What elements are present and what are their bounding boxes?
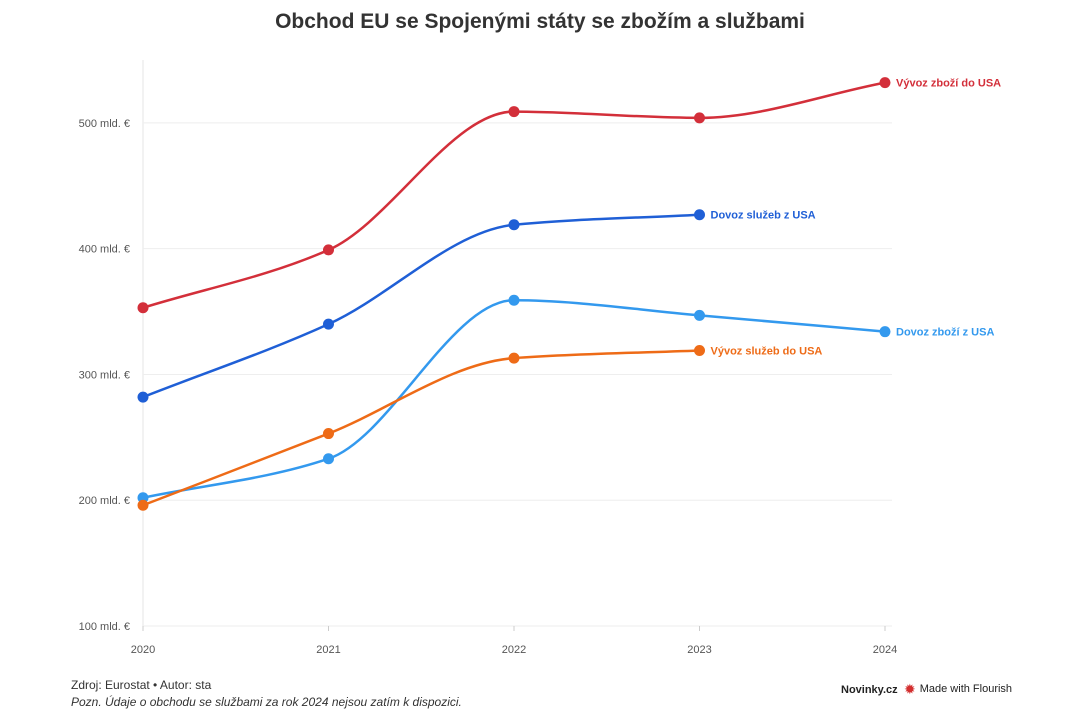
x-tick-label: 2022 [502, 644, 526, 656]
data-point[interactable] [508, 219, 520, 231]
brand-logo[interactable]: Novinky.cz [841, 684, 898, 696]
y-axis-ticks: 100 mld. € 200 mld. € 300 mld. € 400 mld. €… [79, 118, 130, 633]
series-labels: Vývoz zboží do USA Dovoz služeb z USA Dovo… [711, 78, 1002, 358]
x-tick-label: 2023 [687, 644, 711, 656]
y-tick-label: 300 mld. € [79, 369, 130, 381]
x-tick-label: 2021 [316, 644, 340, 656]
data-point[interactable] [137, 492, 149, 504]
data-point[interactable] [323, 318, 334, 330]
data-point[interactable] [879, 77, 891, 89]
series-lines [142, 81, 886, 507]
series-end-label: Dovoz zboží z USA [896, 327, 994, 339]
series-end-label: Dovoz služeb z USA [711, 210, 816, 222]
y-tick-label: 100 mld. € [79, 621, 130, 633]
x-tick-label: 2024 [873, 644, 897, 656]
made-with-flourish-link[interactable]: ✹ Made with Flourish [904, 681, 1013, 697]
data-point[interactable] [137, 302, 149, 314]
series-line [142, 298, 886, 499]
source-text: Zdroj: Eurostat • Autor: sta [71, 678, 212, 692]
y-tick-label: 200 mld. € [79, 495, 130, 507]
data-point[interactable] [508, 352, 520, 364]
note-text: Pozn. Údaje o obchodu se službami za rok… [71, 695, 462, 709]
y-tick-label: 500 mld. € [79, 118, 130, 130]
data-point[interactable] [137, 499, 149, 511]
data-point[interactable] [694, 309, 705, 321]
series-end-label: Vývoz zboží do USA [896, 78, 1001, 90]
data-point[interactable] [694, 345, 705, 357]
data-point[interactable] [137, 391, 149, 403]
series-line [142, 213, 700, 399]
data-point[interactable] [694, 112, 705, 124]
y-tick-label: 400 mld. € [79, 244, 130, 256]
data-point[interactable] [323, 428, 334, 440]
data-point[interactable] [879, 326, 891, 338]
data-point[interactable] [508, 106, 520, 118]
data-point[interactable] [508, 294, 520, 306]
series-end-label: Vývoz služeb do USA [711, 346, 823, 358]
series-points [137, 77, 891, 511]
chart-title: Obchod EU se Spojenými státy se zbožím a… [275, 10, 805, 33]
gridlines [142, 60, 892, 627]
data-point[interactable] [323, 453, 334, 465]
data-point[interactable] [323, 244, 334, 256]
flourish-burst-icon: ✹ [904, 681, 916, 697]
data-point[interactable] [694, 209, 705, 221]
made-with-label: Made with Flourish [919, 683, 1013, 695]
series-line [142, 349, 700, 507]
x-axis-ticks: 2020 2021 2022 2023 2024 [131, 626, 897, 656]
x-tick-label: 2020 [131, 644, 155, 656]
series-line [142, 81, 886, 309]
